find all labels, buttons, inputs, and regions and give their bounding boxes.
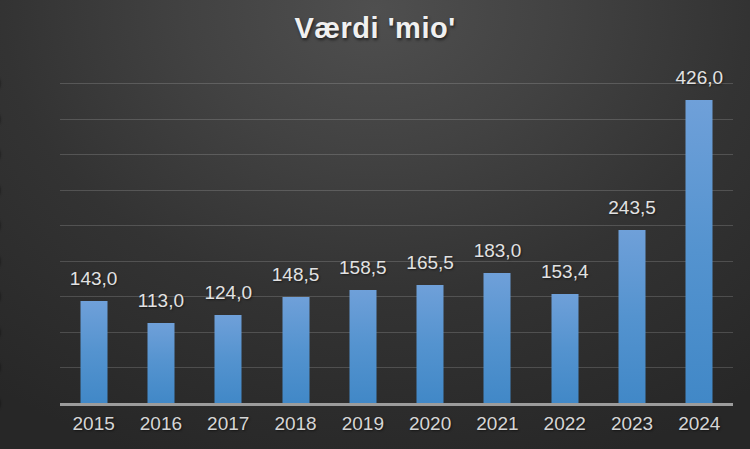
bar-slot: 158,5 — [329, 83, 396, 403]
bars-row: 143,0 113,0 124,0 148,5 158,5 165,5 183,0 153,4… — [60, 83, 733, 403]
bar-value-label: 113,0 — [138, 291, 184, 311]
bar-slot: 426,0 — [666, 83, 733, 403]
x-axis: 2015201620172018201920202021202220232024 — [60, 412, 733, 436]
bar — [686, 100, 713, 403]
bar — [215, 315, 242, 403]
bar-slot: 165,5 — [396, 83, 463, 403]
bar-value-label: 426,0 — [676, 68, 724, 88]
bar-slot: 124,0 — [195, 83, 262, 403]
bar-slot: 183,0 — [464, 83, 531, 403]
x-axis-category-label: 2016 — [127, 412, 194, 436]
bar-value-label: 148,5 — [272, 265, 320, 285]
bar-value-label: 243,5 — [608, 198, 656, 218]
bar — [619, 230, 646, 403]
x-axis-category-label: 2022 — [531, 412, 598, 436]
x-axis-category-label: 2017 — [195, 412, 262, 436]
x-axis-category-label: 2019 — [329, 412, 396, 436]
bar-slot: 113,0 — [127, 83, 194, 403]
bar — [80, 301, 107, 403]
x-axis-category-label: 2021 — [464, 412, 531, 436]
bar-slot: 148,5 — [262, 83, 329, 403]
x-axis-category-label: 2018 — [262, 412, 329, 436]
bar-slot: 243,5 — [598, 83, 665, 403]
bar-value-label: 124,0 — [204, 283, 252, 303]
bar-value-label: 158,5 — [339, 258, 387, 278]
plot-area: 143,0 113,0 124,0 148,5 158,5 165,5 183,0 153,4… — [60, 83, 733, 403]
bar-value-label: 183,0 — [474, 241, 522, 261]
bar-value-label: 165,5 — [406, 253, 454, 273]
chart-title: Værdi 'mio' — [0, 12, 750, 45]
bar — [147, 323, 174, 403]
bar — [349, 290, 376, 403]
bar — [551, 294, 578, 403]
bar — [484, 273, 511, 403]
bar-chart: Værdi 'mio' 050100150200250300350400450 … — [0, 0, 750, 449]
x-axis-category-label: 2015 — [60, 412, 127, 436]
bar-slot: 153,4 — [531, 83, 598, 403]
bar — [417, 285, 444, 403]
x-axis-category-label: 2020 — [396, 412, 463, 436]
bar-slot: 143,0 — [60, 83, 127, 403]
bar-value-label: 153,4 — [541, 262, 589, 282]
x-axis-category-label: 2024 — [666, 412, 733, 436]
x-axis-category-label: 2023 — [598, 412, 665, 436]
bar-value-label: 143,0 — [70, 269, 118, 289]
x-axis-line — [60, 403, 733, 406]
bar — [282, 297, 309, 403]
